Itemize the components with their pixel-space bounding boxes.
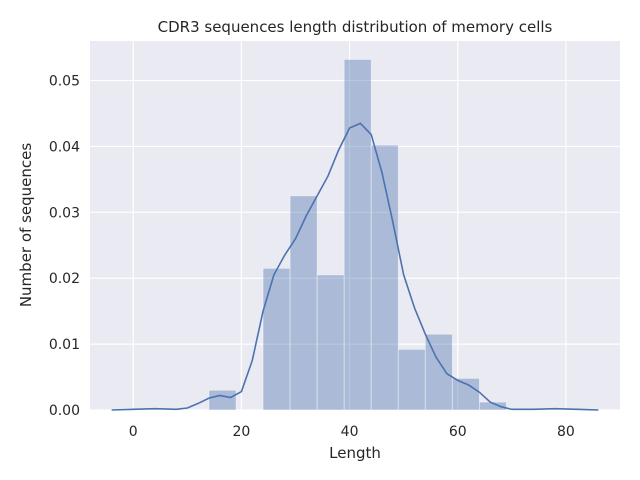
x-tick-label: 60 [449, 424, 467, 440]
y-tick-label: 0.01 [49, 337, 80, 353]
x-tick-label: 40 [341, 424, 359, 440]
y-tick-label: 0.02 [49, 271, 80, 287]
x-tick-label: 0 [129, 424, 138, 440]
x-tick-labels: 0 20 40 60 80 [129, 424, 575, 440]
y-tick-labels: 0.00 0.01 0.02 0.03 0.04 0.05 [49, 74, 80, 419]
histogram-bar [343, 59, 372, 411]
plot-background [90, 41, 620, 410]
y-tick-label: 0.00 [49, 403, 80, 419]
histogram-bar [316, 274, 345, 411]
y-axis-label: Number of sequences [17, 143, 35, 308]
histogram-bar [262, 267, 291, 411]
histogram-bar [289, 195, 318, 411]
y-tick-label: 0.03 [49, 205, 80, 221]
histogram-bar [424, 333, 453, 411]
x-tick-label: 20 [233, 424, 251, 440]
histogram-bar [478, 401, 507, 411]
histogram-bar [208, 389, 237, 411]
chart-title: CDR3 sequences length distribution of me… [158, 18, 553, 36]
histogram-bar [370, 144, 399, 411]
x-axis-label: Length [329, 444, 381, 462]
kde-line [111, 122, 599, 411]
y-tick-label: 0.05 [49, 74, 80, 90]
x-tick-label: 80 [557, 424, 575, 440]
y-tick-label: 0.04 [49, 139, 80, 155]
histogram-bars [208, 59, 507, 411]
histogram-bar [397, 348, 426, 411]
grid-lines [90, 41, 620, 411]
